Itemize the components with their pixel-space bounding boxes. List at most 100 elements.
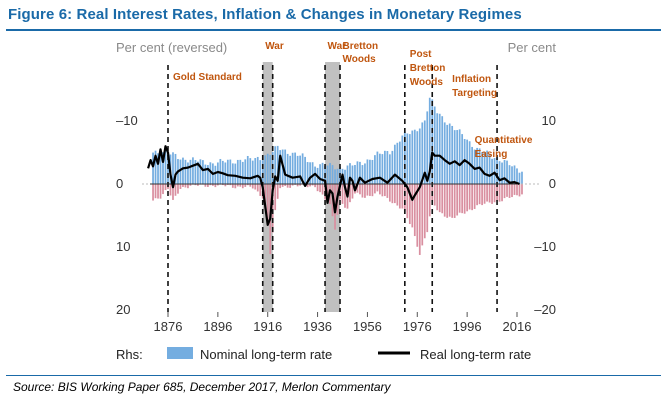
nominal-bar-1994 (461, 134, 464, 184)
nominal-bar-2014 (511, 166, 513, 184)
nominal-negative-bar-1877 (169, 184, 172, 196)
x-tick-label-1976: 1976 (403, 319, 432, 334)
nominal-negative-bar-1997 (468, 184, 471, 210)
nominal-bar-1989 (448, 123, 451, 184)
nominal-negative-bar-1947 (344, 184, 346, 208)
nominal-bar-1942 (331, 165, 334, 184)
annotation-4: Bretton (343, 41, 379, 52)
left-tick-label-1: 0 (116, 176, 123, 191)
nominal-negative-bar-1907 (244, 184, 247, 187)
nominal-negative-bar-1991 (453, 184, 456, 218)
nominal-negative-bar-2017 (518, 184, 521, 197)
nominal-negative-bar-1972 (406, 184, 409, 219)
nominal-negative-bar-1879 (174, 184, 177, 196)
nominal-negative-bar-1903 (234, 184, 237, 189)
nominal-negative-bar-1924 (286, 184, 289, 188)
nominal-negative-bar-1977 (418, 184, 421, 255)
nominal-negative-bar-1884 (187, 184, 189, 189)
nominal-bar-1884 (187, 162, 189, 184)
annotation-12: Easing (475, 149, 508, 160)
nominal-negative-bar-1976 (416, 184, 419, 247)
nominal-bar-1923 (284, 149, 287, 184)
nominal-negative-bar-2014 (511, 184, 513, 198)
left-axis-label: Per cent (reversed) (116, 40, 227, 55)
nominal-bar-1950 (351, 165, 354, 184)
nominal-negative-bar-1984 (436, 184, 439, 211)
nominal-bar-1904 (236, 159, 239, 184)
nominal-bar-1887 (194, 160, 197, 184)
nominal-bar-1878 (172, 152, 174, 184)
nominal-bar-1900 (226, 159, 229, 184)
nominal-bar-1919 (274, 146, 277, 184)
nominal-bar-1925 (289, 155, 292, 184)
nominal-bar-2010 (501, 162, 503, 184)
nominal-bar-2015 (513, 165, 516, 184)
nominal-bar-1921 (279, 150, 282, 184)
nominal-bar-1991 (453, 130, 456, 184)
nominal-negative-bar-1915 (264, 184, 267, 209)
right-tick-label-1: 0 (549, 176, 556, 191)
right-axis-label: Per cent (508, 40, 557, 55)
nominal-bar-1957 (369, 159, 371, 184)
nominal-negative-bar-1875 (164, 184, 167, 191)
nominal-bar-1883 (184, 159, 187, 184)
nominal-negative-bar-1969 (398, 184, 401, 209)
nominal-negative-bar-1892 (207, 184, 209, 187)
nominal-bar-1960 (376, 151, 379, 184)
nominal-bar-1931 (304, 156, 306, 184)
nominal-negative-bar-1895 (214, 184, 217, 188)
nominal-negative-bar-1887 (194, 184, 197, 186)
nominal-bar-1956 (366, 159, 369, 184)
nominal-bar-1944 (336, 168, 339, 184)
nominal-bar-1924 (286, 153, 289, 184)
nominal-bar-1978 (421, 122, 424, 184)
nominal-negative-bar-1993 (458, 184, 461, 213)
nominal-negative-bar-1990 (451, 184, 454, 218)
x-tick-label-1996: 1996 (453, 319, 482, 334)
nominal-negative-bar-2001 (478, 184, 481, 205)
nominal-bar-1896 (216, 162, 219, 184)
nominal-negative-bar-1937 (319, 184, 321, 193)
nominal-negative-bar-1953 (359, 184, 361, 195)
left-tick-label-0: –10 (116, 113, 138, 128)
nominal-bar-1927 (294, 152, 297, 184)
nominal-negative-bar-1891 (204, 184, 207, 187)
nominal-bar-1966 (391, 150, 394, 184)
nominal-bar-1973 (408, 134, 411, 184)
x-tick-label-1956: 1956 (353, 319, 382, 334)
annotation-1: Gold Standard (173, 72, 242, 83)
nominal-bar-1881 (179, 159, 182, 184)
nominal-bar-1943 (334, 169, 336, 184)
nominal-bar-1968 (396, 142, 399, 184)
nominal-negative-bar-1963 (384, 184, 386, 197)
x-tick-label-2016: 2016 (503, 319, 532, 334)
nominal-bar-2012 (506, 160, 508, 184)
nominal-bar-1961 (379, 153, 381, 184)
annotation-11: Quantitative (475, 135, 533, 146)
nominal-bar-1954 (361, 165, 364, 184)
nominal-negative-bar-1988 (446, 184, 449, 218)
nominal-negative-bar-2010 (501, 184, 503, 202)
nominal-bar-1962 (381, 154, 384, 184)
nominal-bar-2000 (476, 147, 478, 184)
nominal-negative-bar-1996 (466, 184, 469, 212)
nominal-bar-1908 (246, 155, 249, 184)
nominal-negative-bar-1933 (309, 184, 311, 187)
nominal-bar-1948 (346, 165, 349, 184)
nominal-negative-bar-1932 (306, 184, 309, 188)
nominal-negative-bar-1885 (189, 184, 192, 186)
nominal-bar-1890 (202, 160, 204, 184)
nominal-negative-bar-1894 (211, 184, 214, 186)
annotation-7: Bretton (410, 63, 446, 74)
nominal-negative-bar-1986 (441, 184, 444, 214)
nominal-bar-1952 (356, 161, 359, 184)
x-axis-ticks: 1876 1896 1916 1936 1956 1976 1996 2016 (154, 312, 532, 334)
right-axis-ticks: 10 0 –10 –20 (534, 113, 556, 317)
nominal-bar-1947 (344, 169, 346, 184)
nominal-negative-bar-1964 (386, 184, 389, 198)
nominal-negative-bar-1983 (433, 184, 436, 206)
nominal-negative-bar-1918 (271, 184, 274, 233)
x-tick-label-1896: 1896 (203, 319, 232, 334)
nominal-negative-bar-1974 (411, 184, 414, 228)
